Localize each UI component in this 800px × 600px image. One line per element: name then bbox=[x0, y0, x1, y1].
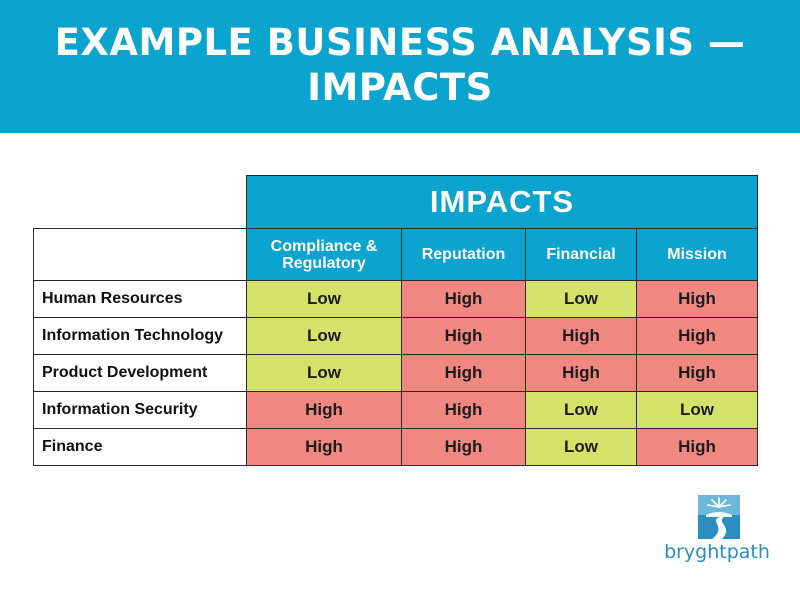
column-header-financial: Financial bbox=[525, 228, 637, 281]
blank-cell bbox=[34, 176, 247, 229]
table-row: Information Security High High Low Low bbox=[33, 391, 758, 429]
impact-cell: High bbox=[401, 354, 526, 392]
group-header-row: IMPACTS bbox=[34, 175, 758, 229]
impact-cell: High bbox=[246, 391, 402, 429]
column-header-label: Financial bbox=[546, 246, 616, 263]
impact-cell: High bbox=[636, 280, 758, 318]
impact-cell: Low bbox=[246, 317, 402, 355]
column-header-compliance: Compliance & Regulatory bbox=[246, 228, 402, 281]
impact-cell: Low bbox=[525, 280, 637, 318]
table-row: Product Development Low High High High bbox=[33, 354, 758, 392]
impact-cell: High bbox=[401, 280, 526, 318]
column-header-label: Mission bbox=[667, 246, 727, 263]
row-label: Information Technology bbox=[33, 317, 247, 355]
table-row: Human Resources Low High Low High bbox=[33, 280, 758, 318]
impact-cell: High bbox=[525, 317, 637, 355]
row-label: Product Development bbox=[33, 354, 247, 392]
impact-cell: High bbox=[401, 391, 526, 429]
impacts-group-header: IMPACTS bbox=[246, 175, 758, 229]
impact-cell: High bbox=[246, 428, 402, 466]
sun-road-icon bbox=[698, 495, 740, 539]
table-row: Information Technology Low High High High bbox=[33, 317, 758, 355]
impact-cell: High bbox=[636, 317, 758, 355]
column-header-label: Reputation bbox=[421, 246, 506, 263]
table-body: Human Resources Low High Low High Information… bbox=[33, 280, 758, 466]
column-header-reputation: Reputation bbox=[401, 228, 526, 281]
impact-cell: High bbox=[525, 354, 637, 392]
table-row: Finance High High Low High bbox=[33, 428, 758, 466]
impact-cell: Low bbox=[246, 354, 402, 392]
row-label: Human Resources bbox=[33, 280, 247, 318]
corner-cell bbox=[33, 228, 247, 281]
row-label: Finance bbox=[33, 428, 247, 466]
impact-cell: Low bbox=[246, 280, 402, 318]
impact-cell: High bbox=[401, 428, 526, 466]
impact-cell: High bbox=[636, 354, 758, 392]
title-banner: EXAMPLE BUSINESS ANALYSIS — IMPACTS bbox=[0, 0, 800, 133]
page-title-line-2: IMPACTS bbox=[307, 66, 493, 109]
impact-cell: Low bbox=[636, 391, 758, 429]
impact-cell: Low bbox=[525, 428, 637, 466]
page-title-line-1: EXAMPLE BUSINESS ANALYSIS — bbox=[54, 21, 746, 64]
impact-cell: High bbox=[401, 317, 526, 355]
row-label: Information Security bbox=[33, 391, 247, 429]
column-header-mission: Mission bbox=[636, 228, 758, 281]
impact-cell: High bbox=[636, 428, 758, 466]
impact-cell: Low bbox=[525, 391, 637, 429]
logo-wordmark: bryghtpath bbox=[664, 541, 770, 563]
column-header-row: Compliance & Regulatory Reputation Finan… bbox=[33, 228, 758, 281]
column-header-label: Compliance & Regulatory bbox=[270, 237, 378, 272]
bryghtpath-logo: bryghtpath bbox=[662, 495, 772, 570]
impacts-table: IMPACTS Compliance & Regulatory Reputati… bbox=[33, 175, 758, 466]
